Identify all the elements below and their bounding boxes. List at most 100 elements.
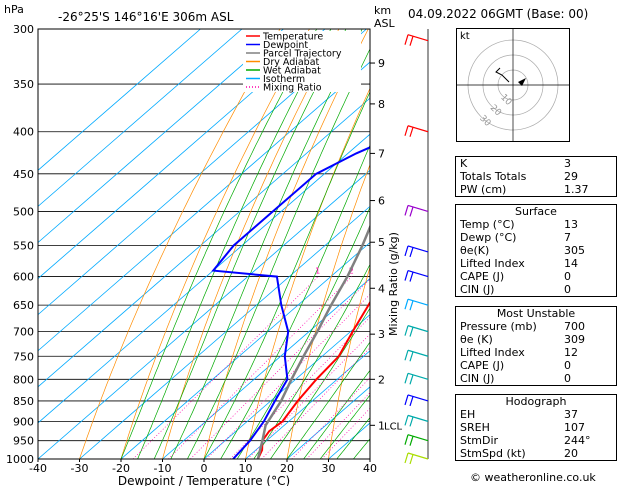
wind-barb-flag: [404, 415, 409, 426]
row-value: 37: [564, 408, 578, 421]
legend-entry: Parcel Trajectory: [263, 49, 342, 60]
row-value: 305: [564, 244, 585, 257]
row-label: θe(K): [460, 244, 490, 257]
wind-barb-flag: [404, 245, 409, 257]
pressure-tick-label: 1000: [6, 453, 34, 466]
series-line-0: [256, 300, 370, 459]
mixing-ratio-line: [229, 316, 370, 459]
x-tick-label: -40: [29, 462, 47, 475]
pressure-unit-label: hPa: [4, 3, 24, 16]
table-row: Totals Totals 29: [456, 170, 616, 183]
wind-barb-flag: [409, 435, 414, 446]
x-tick-label: 30: [322, 462, 336, 475]
wind-barb-flag: [404, 452, 409, 464]
wind-barb-flag: [409, 127, 414, 137]
table-row: θe (K) 309: [456, 333, 616, 346]
row-value: 14: [564, 257, 578, 270]
wind-barb-flag: [404, 298, 409, 310]
x-tick-label: -10: [154, 462, 172, 475]
dry-adiabat: [79, 29, 281, 459]
mixing-ratio-axis-label: Mixing Ratio (g/kg): [387, 232, 400, 336]
wet-adiabat: [170, 29, 363, 459]
wet-adiabat: [286, 341, 370, 459]
isotherm: [38, 29, 367, 316]
wind-barb: [407, 372, 429, 380]
row-value: 244°: [564, 434, 591, 447]
pressure-tick-label: 500: [13, 205, 34, 218]
pressure-tick-label: 750: [13, 350, 34, 363]
wet-adiabat: [319, 394, 370, 459]
x-tick-label: 40: [363, 462, 377, 475]
wind-barb-flag: [409, 351, 414, 362]
wind-barb: [407, 349, 429, 357]
mixing-ratio-line: [190, 278, 370, 459]
wind-barb-flag: [404, 270, 409, 281]
isotherm: [38, 29, 284, 244]
row-value: 3: [564, 157, 571, 170]
wet-adiabat: [236, 206, 370, 459]
pressure-tick-label: 700: [13, 326, 34, 339]
location-label: -26°25'S 146°16'E 306m ASL: [58, 10, 234, 24]
row-label: Totals Totals: [460, 170, 527, 183]
isotherm: [245, 350, 370, 459]
km-tick-label: 8: [378, 98, 385, 111]
wind-barb: [407, 434, 429, 442]
x-tick-label: -20: [112, 462, 130, 475]
table-row: StmDir 244°: [456, 434, 616, 447]
isotherm: [38, 133, 370, 424]
series-line-1: [211, 146, 370, 459]
surface-table: Surface Temp (°C) 13 Dewp (°C) 7 θe(K) 305 Lift…: [455, 204, 617, 297]
table-row: CIN (J) 0: [456, 283, 616, 296]
copyright-text: © weatheronline.co.uk: [470, 471, 596, 484]
wet-adiabat: [303, 369, 370, 459]
row-label: Pressure (mb): [460, 320, 537, 333]
mixing-ratio-line: [132, 276, 319, 459]
row-label: CAPE (J): [460, 270, 505, 283]
wet-adiabat: [253, 263, 370, 459]
dry-adiabat: [203, 29, 369, 459]
row-label: K: [460, 157, 468, 170]
isotherm: [162, 278, 370, 459]
wind-barb-flag: [409, 300, 414, 311]
km-tick-label: 7: [378, 147, 385, 160]
wet-adiabat: [137, 29, 332, 459]
table-title: Most Unstable: [496, 307, 576, 320]
wind-barb-flag: [404, 373, 409, 384]
wind-barb: [407, 245, 429, 253]
dry-adiabat: [120, 29, 310, 459]
wind-barb-flag: [409, 396, 414, 407]
table-row: CAPE (J) 0: [456, 270, 616, 283]
x-tick-label: 20: [280, 462, 294, 475]
km-tick-label: 4: [378, 282, 385, 295]
wind-barb: [407, 325, 429, 333]
dry-adiabat: [245, 87, 370, 459]
hodograph-trace: [495, 67, 510, 83]
km-tick-label: 9: [378, 57, 385, 70]
pressure-tick-label: 850: [13, 395, 34, 408]
row-label: PW (cm): [460, 183, 507, 196]
km-tick-label: 1: [378, 419, 385, 432]
table-row: Temp (°C) 13: [456, 218, 616, 231]
row-value: 0: [564, 372, 571, 385]
row-label: Dewp (°C): [460, 231, 517, 244]
wet-adiabat: [203, 91, 370, 459]
pressure-tick-label: 800: [13, 373, 34, 386]
wind-barb: [407, 414, 429, 422]
plot-area: 12346810162025: [38, 29, 370, 459]
pressure-tick-label: 350: [13, 78, 34, 91]
table-row: StmSpd (kt) 20: [456, 447, 616, 460]
table-row: Lifted Index 14: [456, 257, 616, 270]
wind-barb-flag: [404, 434, 409, 445]
wind-barb-flag: [409, 416, 414, 427]
row-label: CIN (J): [460, 283, 495, 296]
row-value: 0: [564, 270, 571, 283]
table-row: Dewp (°C) 7: [456, 231, 616, 244]
table-title: Hodograph: [505, 395, 567, 408]
row-label: θe (K): [460, 333, 493, 346]
storm-motion-arrow: [518, 78, 526, 86]
row-value: 0: [564, 359, 571, 372]
series-line-2: [256, 223, 370, 459]
row-value: 7: [564, 231, 571, 244]
pressure-tick-label: 650: [13, 299, 34, 312]
